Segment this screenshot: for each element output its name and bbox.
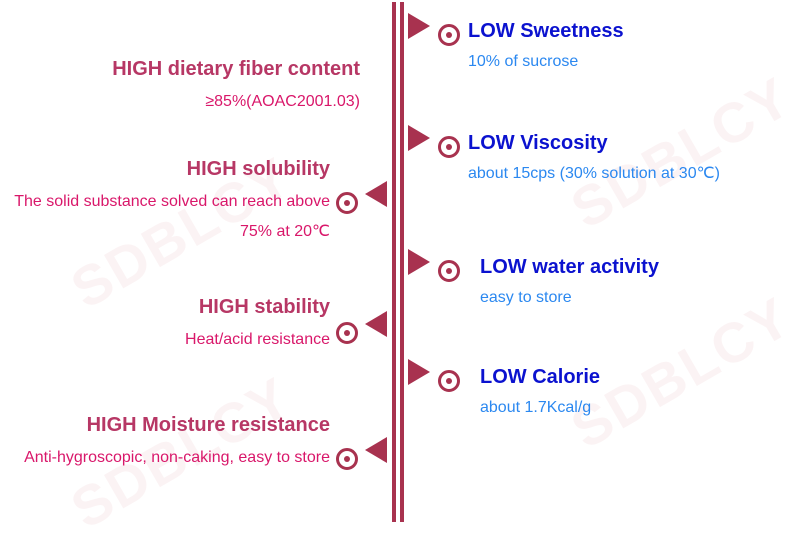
arrow-right-icon [408,249,430,275]
arrow-right-icon [408,13,430,39]
low-item: LOW water activity easy to store [480,256,800,311]
low-item: LOW Sweetness 10% of sucrose [468,20,800,75]
high-title: HIGH solubility [0,158,330,181]
bullet-icon [336,448,358,470]
low-desc: 10% of sucrose [468,49,800,75]
high-item: HIGH Moisture resistance Anti-hygroscopi… [0,414,330,473]
high-title: HIGH dietary fiber content [0,58,360,81]
high-item: HIGH dietary fiber content ≥85%(AOAC2001… [0,58,360,117]
low-title: LOW Sweetness [468,20,800,43]
high-item: HIGH solubility The solid substance solv… [0,158,330,248]
bullet-icon [438,370,460,392]
bullet-icon [438,260,460,282]
high-desc: ≥85%(AOAC2001.03) [0,87,360,117]
arrow-left-icon [365,437,387,463]
low-item: LOW Calorie about 1.7Kcal/g [480,366,800,421]
bullet-icon [336,322,358,344]
low-desc: about 1.7Kcal/g [480,395,800,421]
bullet-icon [336,192,358,214]
high-desc: Heat/acid resistance [0,325,330,355]
low-desc: about 15cps (30% solution at 30℃) [468,161,800,187]
low-title: LOW Viscosity [468,132,800,155]
timeline-divider [392,2,404,522]
high-item: HIGH stability Heat/acid resistance [0,296,330,355]
low-item: LOW Viscosity about 15cps (30% solution … [468,132,800,187]
arrow-left-icon [365,311,387,337]
low-title: LOW Calorie [480,366,800,389]
low-title: LOW water activity [480,256,800,279]
arrow-right-icon [408,125,430,151]
high-title: HIGH stability [0,296,330,319]
high-title: HIGH Moisture resistance [0,414,330,437]
arrow-left-icon [365,181,387,207]
arrow-right-icon [408,359,430,385]
bullet-icon [438,136,460,158]
low-desc: easy to store [480,285,800,311]
high-desc: Anti-hygroscopic, non-caking, easy to st… [0,443,330,473]
high-desc: The solid substance solved can reach abo… [0,187,330,248]
bullet-icon [438,24,460,46]
